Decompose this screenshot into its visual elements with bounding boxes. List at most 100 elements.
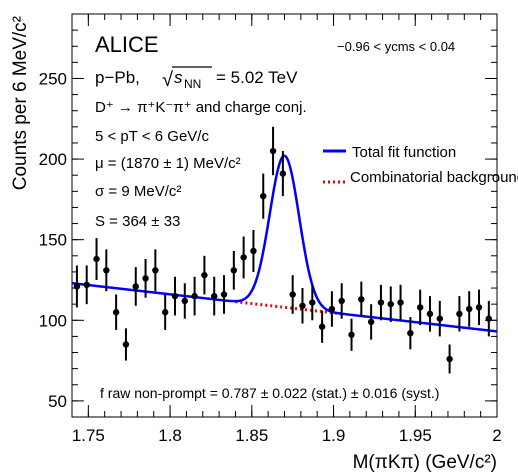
- y-tick-label: 200: [39, 150, 67, 169]
- data-marker: [250, 247, 257, 255]
- collision-system-label: p−Pb, √ s NN = 5.02 TeV: [95, 66, 298, 91]
- data-marker: [152, 267, 159, 274]
- mean-label: μ = (1870 ± 1) MeV/c²: [95, 155, 241, 172]
- data-point: [181, 283, 188, 319]
- data-marker: [416, 304, 424, 311]
- data-marker: [397, 299, 404, 306]
- data-marker: [456, 310, 463, 318]
- y-tick-label: 50: [48, 392, 67, 411]
- data-marker: [161, 309, 169, 316]
- s-symbol: s: [174, 68, 183, 87]
- data-marker: [73, 283, 81, 290]
- system-prefix: p−Pb,: [95, 68, 140, 87]
- data-marker: [348, 331, 355, 338]
- legend: Total fit function Combinatorial backgro…: [323, 144, 518, 186]
- data-point: [191, 276, 198, 316]
- data-point: [309, 284, 316, 321]
- total-fit-curve: [71, 154, 498, 333]
- data-marker: [83, 281, 90, 289]
- rapidity-label: −0.96 < ycms < 0.04: [337, 39, 455, 54]
- data-marker: [142, 275, 149, 282]
- data-point: [220, 275, 228, 314]
- data-marker: [318, 323, 326, 330]
- data-point: [211, 276, 218, 316]
- data-marker: [485, 315, 493, 322]
- data-points-group: [73, 126, 493, 374]
- y-axis-title: Counts per 6 MeV/c²: [10, 16, 31, 190]
- data-point: [260, 173, 267, 219]
- data-marker: [132, 283, 139, 290]
- y-tick-label: 100: [39, 311, 67, 330]
- data-point: [201, 255, 208, 295]
- data-point: [132, 267, 139, 306]
- sqrt-symbol: √: [162, 69, 173, 91]
- x-tick-label: 1.9: [322, 426, 346, 445]
- data-marker: [328, 305, 336, 313]
- pt-range-label: 5 < pT < 6 GeV/c: [95, 128, 209, 145]
- data-marker: [112, 309, 120, 316]
- data-point: [250, 230, 257, 272]
- data-marker: [358, 296, 365, 303]
- data-marker: [367, 318, 375, 326]
- data-point: [377, 284, 385, 321]
- experiment-label: ALICE: [95, 32, 159, 57]
- data-point: [171, 276, 179, 316]
- data-marker: [220, 291, 228, 298]
- legend-total-fit-label: Total fit function: [352, 144, 456, 161]
- data-marker: [103, 267, 110, 274]
- data-point: [367, 304, 375, 340]
- data-marker: [201, 271, 208, 279]
- data-point: [161, 294, 169, 330]
- data-marker: [387, 300, 394, 308]
- data-point: [436, 300, 443, 337]
- data-point: [103, 249, 110, 292]
- nonprompt-fraction-label: f raw non-prompt = 0.787 ± 0.022 (stat.)…: [100, 385, 439, 401]
- x-axis-title: M(πKπ) (GeV/c²): [353, 452, 497, 473]
- data-point: [279, 151, 287, 197]
- x-tick-label: 2: [492, 426, 501, 445]
- data-point: [142, 259, 149, 298]
- fit-layer: [71, 154, 498, 333]
- legend-background-label: Combinatorial background: [350, 169, 518, 186]
- data-marker: [338, 297, 345, 305]
- data-marker: [181, 297, 188, 305]
- data-point: [358, 281, 365, 318]
- data-marker: [269, 147, 277, 155]
- data-point: [338, 283, 345, 319]
- data-point: [397, 284, 404, 321]
- x-tick-label: 1.75: [72, 426, 105, 445]
- data-point: [289, 275, 296, 314]
- data-point: [407, 317, 414, 350]
- data-marker: [279, 170, 287, 177]
- data-point: [269, 126, 277, 176]
- nn-subscript: NN: [184, 77, 201, 91]
- data-marker: [260, 192, 267, 200]
- decay-channel-label: D⁺ → π⁺K⁻π⁺ and charge conj.: [95, 99, 307, 116]
- data-marker: [466, 305, 473, 313]
- data-marker: [446, 355, 453, 363]
- data-marker: [436, 315, 443, 322]
- data-point: [122, 328, 130, 361]
- data-marker: [93, 255, 100, 263]
- svg-text:p−Pb,: p−Pb,: [95, 68, 140, 87]
- data-point: [348, 318, 355, 351]
- data-point: [152, 249, 159, 292]
- data-marker: [475, 304, 483, 311]
- data-marker: [289, 291, 296, 298]
- data-point: [446, 344, 453, 374]
- data-marker: [407, 329, 414, 337]
- data-marker: [309, 299, 316, 306]
- signal-label: S = 364 ± 33: [95, 213, 180, 230]
- y-tick-label: 250: [39, 69, 67, 88]
- x-tick-label: 1.8: [158, 426, 182, 445]
- data-point: [93, 238, 100, 280]
- data-marker: [171, 292, 179, 300]
- data-point: [485, 300, 493, 337]
- data-point: [112, 294, 120, 330]
- x-tick-label: 1.95: [399, 426, 432, 445]
- data-marker: [230, 267, 238, 274]
- x-tick-label: 1.85: [235, 426, 268, 445]
